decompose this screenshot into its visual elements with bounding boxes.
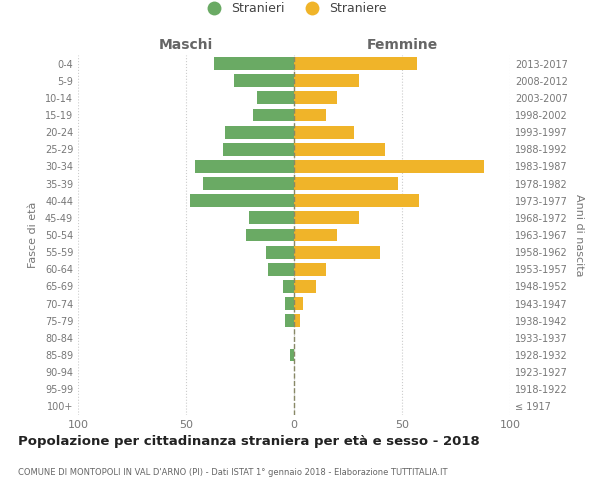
- Bar: [194, 160, 294, 173]
- Legend: Stranieri, Straniere: Stranieri, Straniere: [196, 0, 392, 20]
- Text: Popolazione per cittadinanza straniera per età e sesso - 2018: Popolazione per cittadinanza straniera p…: [18, 435, 480, 448]
- Bar: [294, 263, 326, 276]
- Bar: [294, 177, 398, 190]
- Bar: [290, 348, 294, 362]
- Bar: [286, 314, 294, 327]
- Bar: [223, 143, 294, 156]
- Bar: [253, 108, 294, 122]
- Y-axis label: Anni di nascita: Anni di nascita: [574, 194, 584, 276]
- Text: COMUNE DI MONTOPOLI IN VAL D'ARNO (PI) - Dati ISTAT 1° gennaio 2018 - Elaborazio: COMUNE DI MONTOPOLI IN VAL D'ARNO (PI) -…: [18, 468, 448, 477]
- Bar: [214, 57, 294, 70]
- Bar: [294, 126, 355, 138]
- Bar: [294, 314, 301, 327]
- Bar: [294, 297, 302, 310]
- Bar: [294, 74, 359, 87]
- Bar: [283, 280, 294, 293]
- Bar: [294, 143, 385, 156]
- Bar: [257, 92, 294, 104]
- Bar: [294, 228, 337, 241]
- Bar: [248, 212, 294, 224]
- Bar: [225, 126, 294, 138]
- Text: Femmine: Femmine: [367, 38, 437, 52]
- Y-axis label: Fasce di età: Fasce di età: [28, 202, 38, 268]
- Bar: [294, 280, 316, 293]
- Text: Maschi: Maschi: [159, 38, 213, 52]
- Bar: [266, 246, 294, 258]
- Bar: [294, 246, 380, 258]
- Bar: [294, 160, 484, 173]
- Bar: [286, 297, 294, 310]
- Bar: [294, 92, 337, 104]
- Bar: [190, 194, 294, 207]
- Bar: [233, 74, 294, 87]
- Bar: [294, 108, 326, 122]
- Bar: [294, 194, 419, 207]
- Bar: [294, 57, 417, 70]
- Bar: [203, 177, 294, 190]
- Bar: [247, 228, 294, 241]
- Bar: [294, 212, 359, 224]
- Bar: [268, 263, 294, 276]
